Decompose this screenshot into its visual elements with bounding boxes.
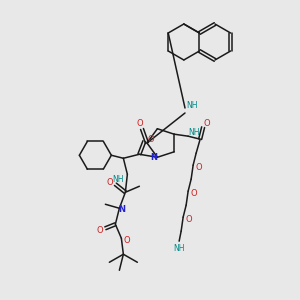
Text: O: O <box>147 135 154 144</box>
Text: NH: NH <box>112 175 124 184</box>
Text: NH: NH <box>186 100 198 109</box>
Text: NH: NH <box>173 244 185 253</box>
Text: O: O <box>186 215 192 224</box>
Text: O: O <box>96 226 103 235</box>
Text: N: N <box>150 153 157 162</box>
Text: O: O <box>196 163 202 172</box>
Text: O: O <box>137 118 143 127</box>
Text: O: O <box>191 189 197 198</box>
Text: N: N <box>118 205 125 214</box>
Text: NH: NH <box>188 128 200 137</box>
Text: O: O <box>123 236 130 245</box>
Text: O: O <box>106 178 113 187</box>
Text: O: O <box>204 119 210 128</box>
